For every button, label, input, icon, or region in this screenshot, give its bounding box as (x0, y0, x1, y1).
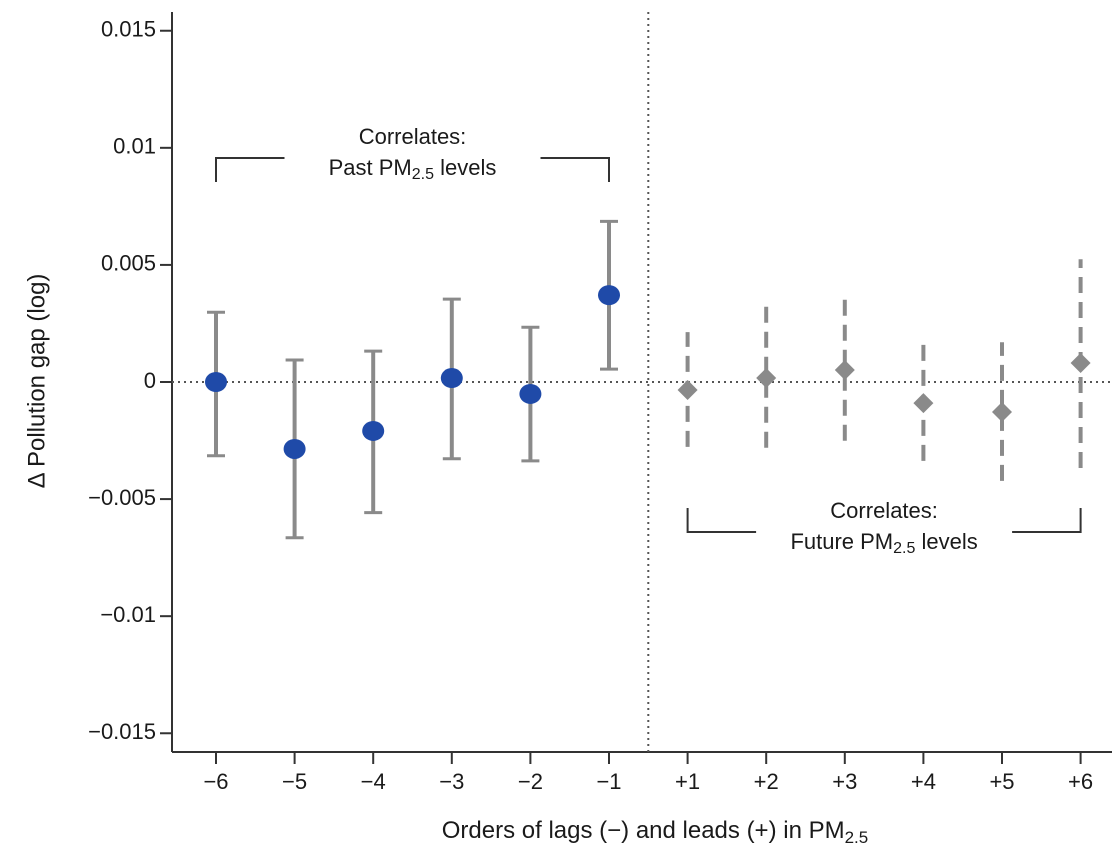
point (362, 420, 385, 441)
y-axis-label: Δ Pollution gap (log) (23, 274, 50, 489)
x-tick-label: −3 (439, 769, 464, 794)
x-tick-label: +5 (989, 769, 1014, 794)
annotation-text: Future PM (790, 529, 893, 554)
x-axis-label: Orders of lags (−) and leads (+) in PM2.… (442, 817, 868, 847)
annotation: Correlates: Past PM2.5 levels (215, 124, 610, 183)
y-tick-label: 0.015 (101, 17, 156, 42)
point (598, 285, 620, 306)
x-axis-label-subscript: 2.5 (845, 828, 869, 847)
y-tick-label: 0.005 (101, 251, 156, 276)
point (1070, 353, 1091, 374)
annotation-line1: Correlates: (830, 498, 938, 523)
x-tick-label: −5 (282, 769, 307, 794)
x-tick-label: −6 (203, 769, 228, 794)
x-tick-label: −2 (518, 769, 543, 794)
annotation-text: levels (915, 529, 977, 554)
point (205, 372, 227, 392)
annotation-line1: Correlates: (359, 124, 467, 149)
annotation-line2: Future PM2.5 levels (790, 529, 977, 557)
y-tick-label: −0.005 (88, 485, 156, 510)
x-tick-label: −4 (361, 769, 386, 794)
x-tick-label: +4 (911, 769, 936, 794)
point (440, 368, 463, 389)
point (283, 438, 306, 459)
bracket (215, 157, 610, 182)
annotation: Correlates: Future PM2.5 levels (686, 498, 1082, 557)
y-tick-label: −0.015 (88, 719, 156, 744)
y-tick-label: 0.01 (113, 134, 156, 159)
annotation-subscript: 2.5 (893, 540, 915, 557)
point (834, 360, 855, 381)
point (992, 401, 1012, 422)
bracket (686, 508, 1082, 533)
point (913, 393, 934, 414)
x-tick-label: +3 (832, 769, 857, 794)
x-tick-label: +6 (1068, 769, 1093, 794)
annotation-line2: Past PM2.5 levels (329, 155, 497, 183)
annotation-text: Past PM (329, 155, 412, 180)
y-tick-label: −0.01 (100, 602, 156, 627)
point (519, 383, 542, 404)
annotation-subscript: 2.5 (412, 166, 434, 183)
point (677, 379, 698, 400)
x-axis-label-text: Orders of lags (−) and leads (+) in PM (442, 817, 845, 844)
point (756, 368, 777, 389)
y-tick-label: 0 (144, 368, 156, 393)
x-tick-label: −1 (596, 769, 621, 794)
annotation-text: levels (434, 155, 496, 180)
x-tick-label: +1 (675, 769, 700, 794)
x-tick-label: +2 (754, 769, 779, 794)
